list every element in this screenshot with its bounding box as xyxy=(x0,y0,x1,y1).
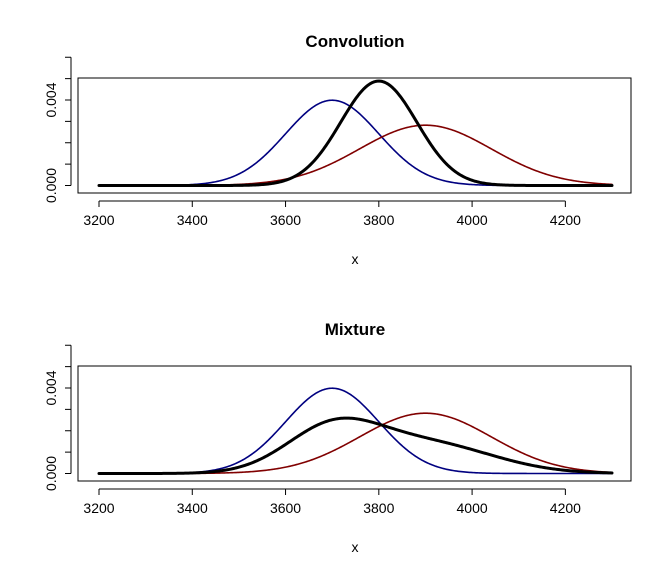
density-curve-3 xyxy=(97,416,614,475)
y-tick-label: 0.000 xyxy=(43,456,59,491)
x-tick-label: 3600 xyxy=(270,212,301,228)
density-curve-2 xyxy=(98,124,613,187)
mixture-title: Mixture xyxy=(325,320,385,339)
x-tick-label: 3600 xyxy=(270,500,301,516)
mixture-x-axis: 3200 3400 3600 3800 4000 4200 xyxy=(83,488,581,516)
convolution-title: Convolution xyxy=(305,32,404,51)
y-tick-label: 0.004 xyxy=(43,370,59,405)
x-tick-label: 3800 xyxy=(363,500,394,516)
convolution-panel: Convolution 3200 3400 3600 3800 4000 4200 0.0… xyxy=(43,32,632,267)
mixture-x-axis-label: x xyxy=(352,539,359,555)
x-tick-label: 3200 xyxy=(83,212,114,228)
mixture-y-axis: 0.000 0.004 xyxy=(43,344,72,491)
x-tick-label: 4000 xyxy=(457,212,488,228)
x-tick-label: 4200 xyxy=(550,500,581,516)
convolution-x-axis: 3200 3400 3600 3800 4000 4200 xyxy=(83,200,581,228)
x-tick-label: 3400 xyxy=(177,212,208,228)
x-tick-label: 4000 xyxy=(457,500,488,516)
density-curve-3 xyxy=(97,79,614,187)
convolution-plot-frame xyxy=(77,77,632,194)
mixture-curves xyxy=(97,387,614,475)
y-tick-label: 0.000 xyxy=(43,168,59,203)
y-tick-label: 0.004 xyxy=(43,82,59,117)
mixture-panel: Mixture 3200 3400 3600 3800 4000 4200 0.0000.… xyxy=(43,320,632,555)
x-tick-label: 3200 xyxy=(83,500,114,516)
convolution-curves xyxy=(97,79,614,187)
convolution-x-axis-label: x xyxy=(352,251,359,267)
x-tick-label: 4200 xyxy=(550,212,581,228)
density-curve-1 xyxy=(98,99,613,187)
x-tick-label: 3800 xyxy=(363,212,394,228)
convolution-y-axis: 0.000 0.004 xyxy=(43,56,72,203)
mixture-plot-frame xyxy=(77,365,632,482)
density-curve-1 xyxy=(98,387,613,475)
x-tick-label: 3400 xyxy=(177,500,208,516)
